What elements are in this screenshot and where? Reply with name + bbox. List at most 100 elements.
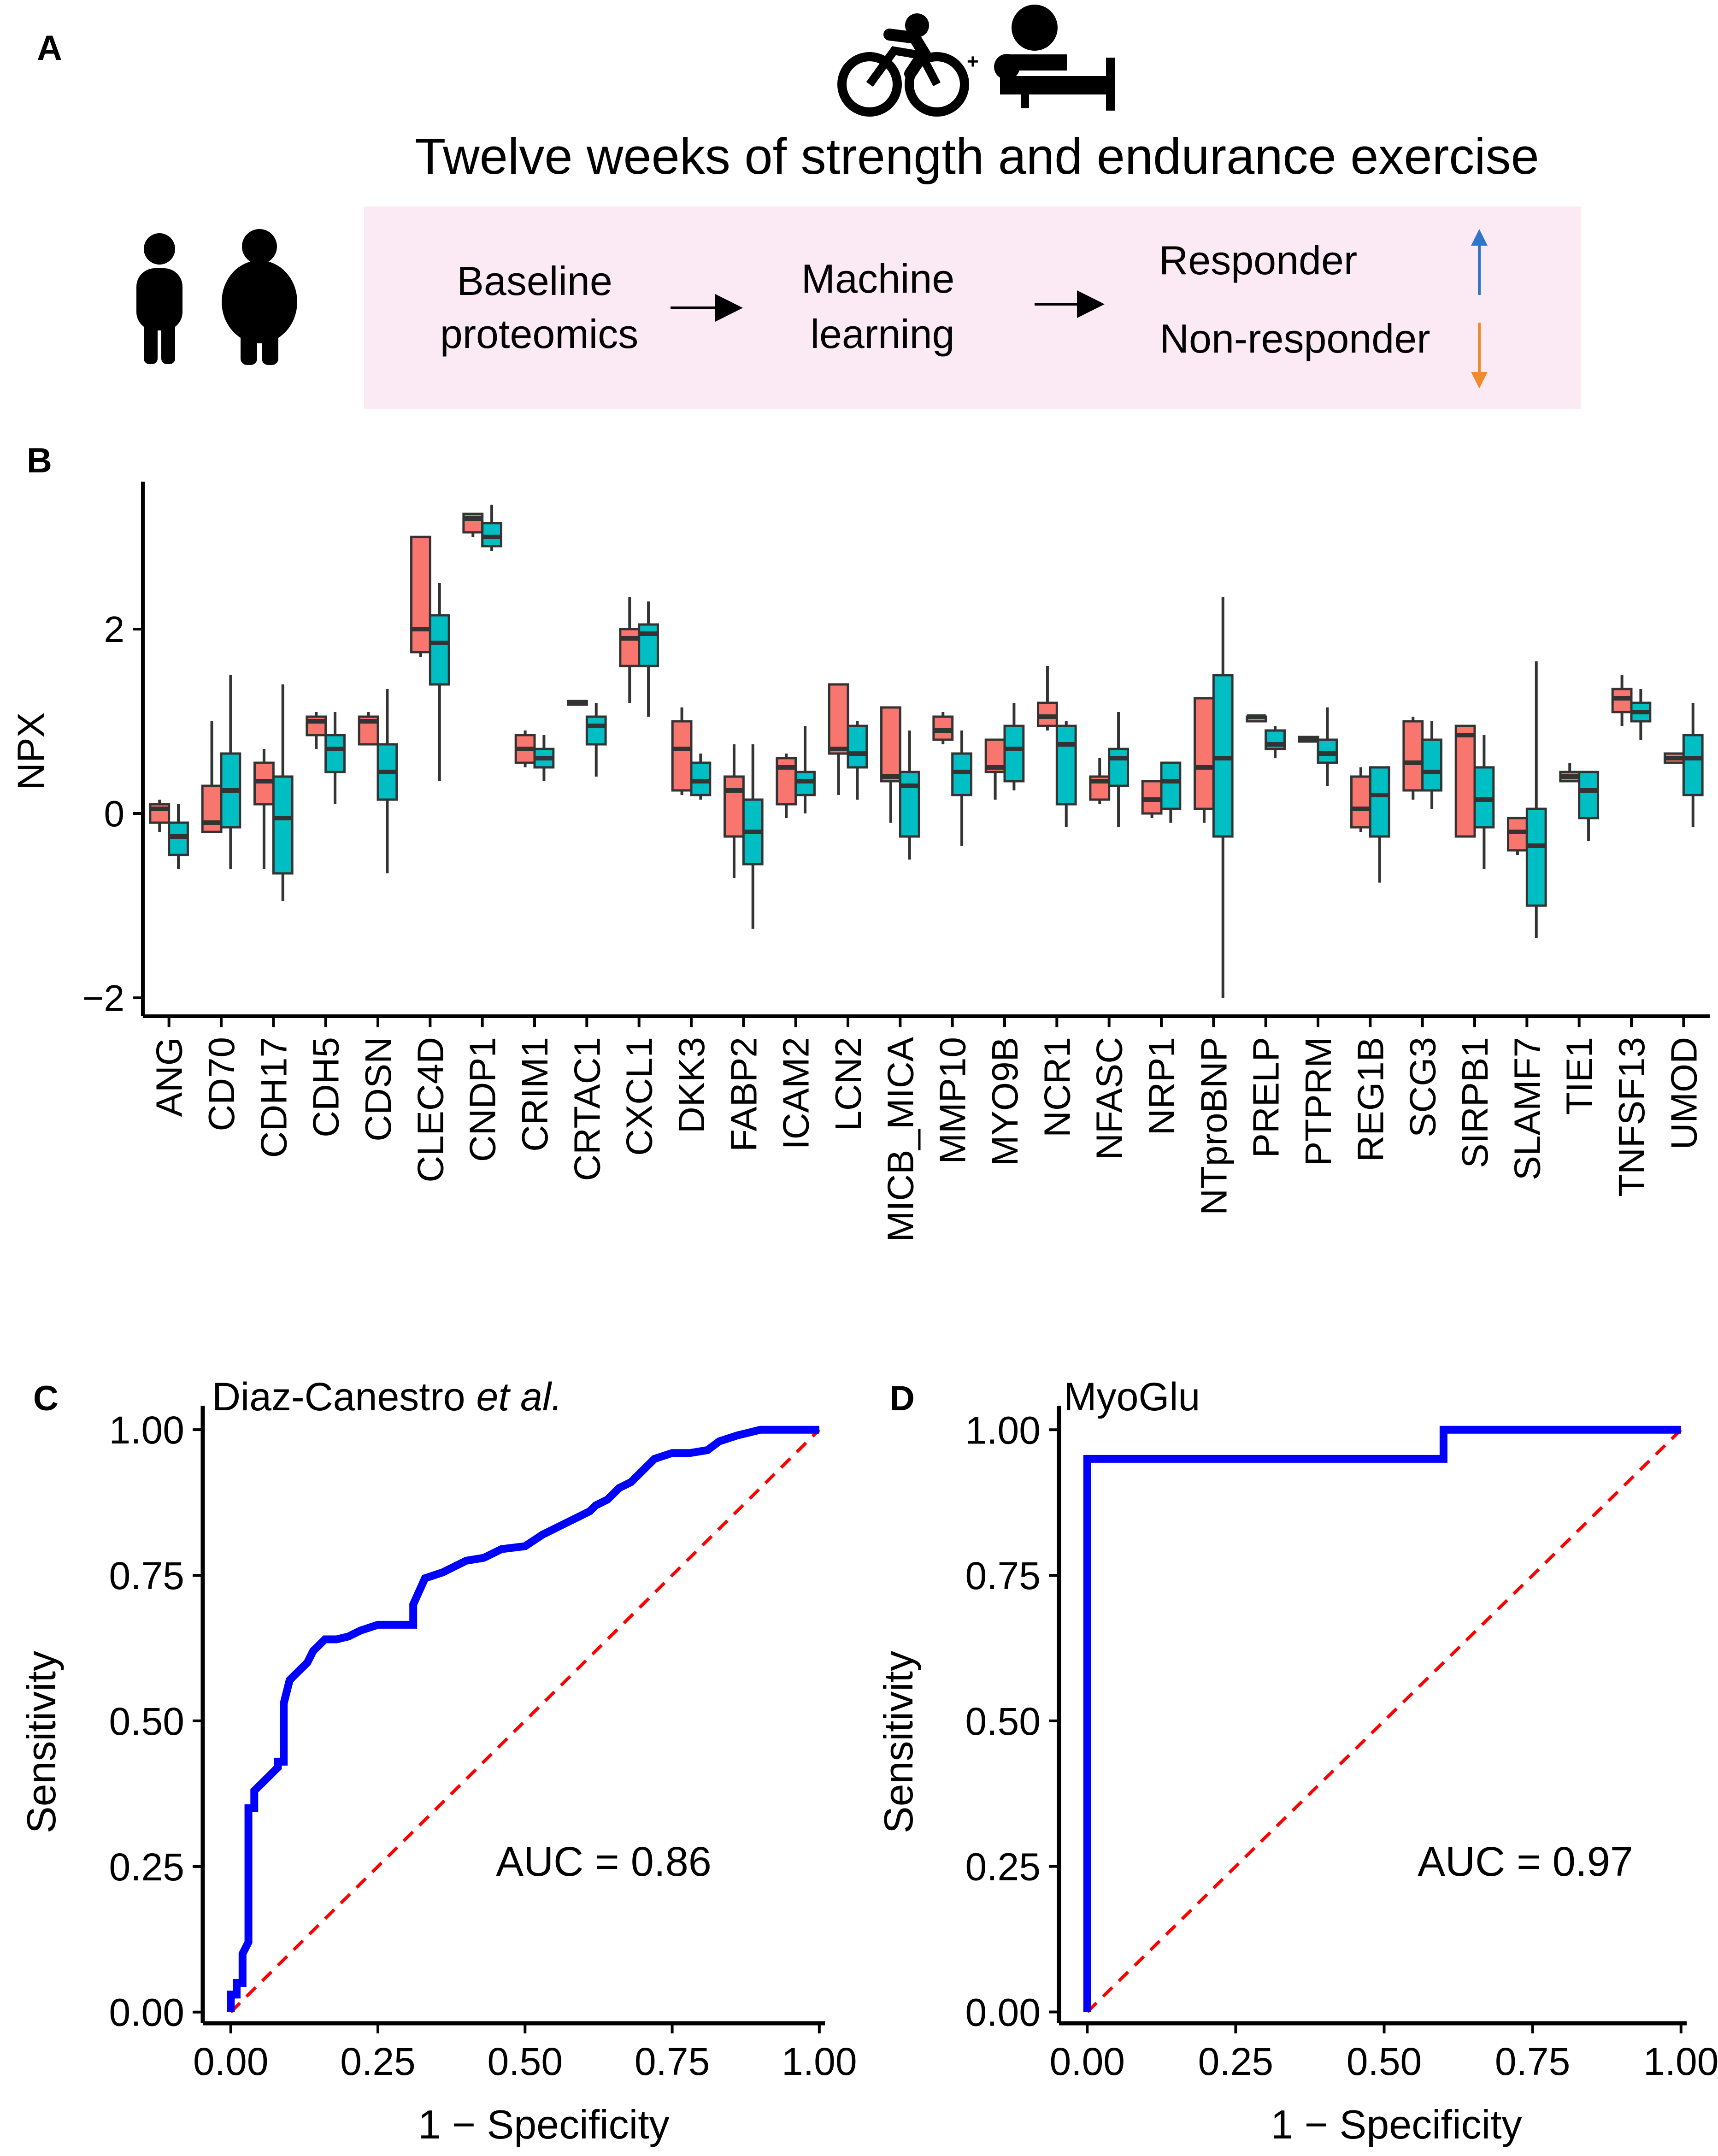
- y-tick-label: 0: [104, 793, 125, 834]
- cyclist-icon: [837, 13, 969, 117]
- x-tick-label: NCR1: [1036, 1037, 1077, 1137]
- box-group2: [638, 623, 659, 667]
- roc-chart-d: 0.00 0.25 0.50 0.75 1.00 0.00 0.25 0.50 0.75 1.00: [965, 1406, 1718, 2083]
- roc-c-title-main: Diaz-Canestro: [212, 1375, 477, 1419]
- x-tick-label: CRTAC1: [566, 1037, 607, 1181]
- box-group2: [899, 771, 920, 838]
- box-group2: [272, 775, 294, 875]
- x-tick-label: NRP1: [1141, 1037, 1182, 1135]
- x-tick-label: CDH5: [306, 1037, 347, 1137]
- roc-c-ylabel: Sensitivity: [18, 1651, 64, 1833]
- x-tick-label: 1.00: [782, 2040, 857, 2083]
- x-tick-label: CD70: [201, 1037, 242, 1131]
- y-tick-label: 0.25: [109, 1845, 185, 1889]
- strength-exercise-icon: [994, 5, 1115, 111]
- roc-d-ylabel: Sensitivity: [876, 1651, 921, 1833]
- box-group2: [1421, 738, 1442, 792]
- panel-a: A + Twelve weeks of strength and enduran…: [37, 5, 1581, 409]
- roc-d-xlabel: 1 − Specificity: [1271, 2102, 1522, 2147]
- x-tick-label: 0.50: [488, 2040, 563, 2083]
- x-tick-label: DKK3: [671, 1037, 712, 1133]
- roc-c-xlabel: 1 − Specificity: [418, 2102, 669, 2147]
- box-group2: [1160, 761, 1182, 810]
- y-tick-label: −2: [82, 978, 124, 1019]
- roc-d-auc: AUC = 0.97: [1418, 1839, 1633, 1885]
- step-ml-line1: Machine: [801, 256, 955, 301]
- x-tick-label: NFASC: [1089, 1037, 1130, 1160]
- step-baseline-line1: Baseline: [457, 258, 612, 304]
- person-overweight-icon: [222, 229, 297, 365]
- box-group1: [1350, 775, 1371, 829]
- x-tick-label: 0.50: [1347, 2040, 1422, 2083]
- x-tick-label: CDH17: [253, 1037, 294, 1158]
- step-ml-line2: learning: [810, 311, 954, 357]
- outcome-responder: Responder: [1159, 237, 1358, 283]
- box-group1: [1454, 725, 1476, 838]
- x-tick-label: SIRPB1: [1454, 1037, 1495, 1168]
- x-tick-label: MMP10: [932, 1037, 973, 1164]
- x-tick-label: PRELP: [1246, 1037, 1287, 1158]
- y-tick-label: 2: [104, 609, 125, 650]
- panel-letter-c: C: [33, 1379, 59, 1418]
- x-tick-label: 0.75: [635, 2040, 710, 2083]
- x-tick-label: CNDP1: [462, 1037, 503, 1162]
- x-tick-label: CXCL1: [619, 1037, 660, 1156]
- plus-sign: +: [967, 50, 979, 73]
- box-group1: [619, 628, 641, 667]
- panel-a-title: Twelve weeks of strength and endurance e…: [415, 128, 1539, 185]
- x-tick-label: 0.00: [1050, 2040, 1125, 2083]
- chance-diagonal-line: [229, 1428, 821, 2014]
- box-group2: [585, 715, 607, 746]
- box-group2: [847, 725, 868, 769]
- x-tick-label: TNFSF13: [1611, 1037, 1652, 1197]
- y-tick-label: 1.00: [965, 1408, 1041, 1452]
- box-group2: [1525, 807, 1547, 907]
- x-tick-label: CDSN: [358, 1037, 399, 1142]
- roc-c-title-italic: et al.: [477, 1375, 562, 1419]
- panel-letter-b: B: [27, 441, 52, 480]
- box-group1: [724, 775, 745, 838]
- y-tick-label: 0.50: [109, 1700, 185, 1743]
- x-tick-label: CLEC4D: [410, 1037, 451, 1183]
- step-baseline-line2: proteomics: [440, 311, 638, 357]
- roc-d-title: MyoGlu: [1064, 1375, 1200, 1419]
- box-group1: [880, 706, 901, 783]
- y-tick-label: 0.50: [965, 1700, 1041, 1743]
- roc-curve: [1083, 1426, 1681, 2012]
- box-group1: [671, 720, 693, 792]
- box-group2: [324, 734, 346, 773]
- box-group1: [828, 683, 849, 755]
- box-group2: [1108, 748, 1129, 787]
- roc-c-auc: AUC = 0.86: [496, 1839, 712, 1885]
- roc-chart-c: 0.00 0.25 0.50 0.75 1.00 0.00 0.25 0.50 0.75 1.00: [109, 1406, 857, 2083]
- x-tick-label: ICAM2: [776, 1037, 817, 1150]
- panel-c: C 0.00 0.25 0.50 0.75 1.00 0.00 0.25 0.50 0.75 1.…: [18, 1375, 857, 2147]
- y-tick-label: 0.75: [965, 1554, 1041, 1597]
- x-tick-label: FABP2: [723, 1037, 764, 1152]
- x-tick-label: 0.25: [340, 2040, 416, 2083]
- boxplot-ylabel: NPX: [10, 713, 52, 790]
- x-tick-label: LCN2: [828, 1037, 869, 1131]
- outcome-non-responder: Non-responder: [1160, 316, 1430, 361]
- x-tick-label: 0.00: [193, 2040, 269, 2083]
- box-group2: [1578, 771, 1599, 819]
- box-group2: [1003, 725, 1025, 783]
- x-tick-label: 0.75: [1495, 2040, 1571, 2083]
- box-group2: [1055, 725, 1077, 806]
- y-tick-label: 0.00: [965, 1991, 1041, 2034]
- x-tick-label: SLAMF7: [1506, 1037, 1547, 1180]
- x-tick-label: ANG: [149, 1037, 190, 1117]
- panel-b: B NPX −2 0 2 ANG CD70 CDH17 CDH5 CDSN CLEC4D CNDP…: [10, 441, 1710, 1242]
- box-group1: [1402, 720, 1424, 792]
- boxplot: −2 0 2 ANG CD70 CDH17 CDH5 CDSN CLEC4D CNDP1 CRIM1…: [82, 482, 1710, 1242]
- panel-d: D 0.00 0.25 0.50 0.75 1.00 0.00 0.25 0.50 0.75 1.…: [876, 1375, 1718, 2147]
- box-group1: [1194, 697, 1215, 810]
- y-tick-label: 1.00: [109, 1408, 185, 1452]
- box-group2: [429, 614, 450, 686]
- panel-letter-a: A: [37, 29, 62, 68]
- x-tick-label: MICB_MICA: [880, 1037, 921, 1242]
- chance-diagonal-line: [1086, 1428, 1683, 2013]
- box-group1: [410, 536, 431, 654]
- x-tick-label: CRIM1: [514, 1037, 555, 1152]
